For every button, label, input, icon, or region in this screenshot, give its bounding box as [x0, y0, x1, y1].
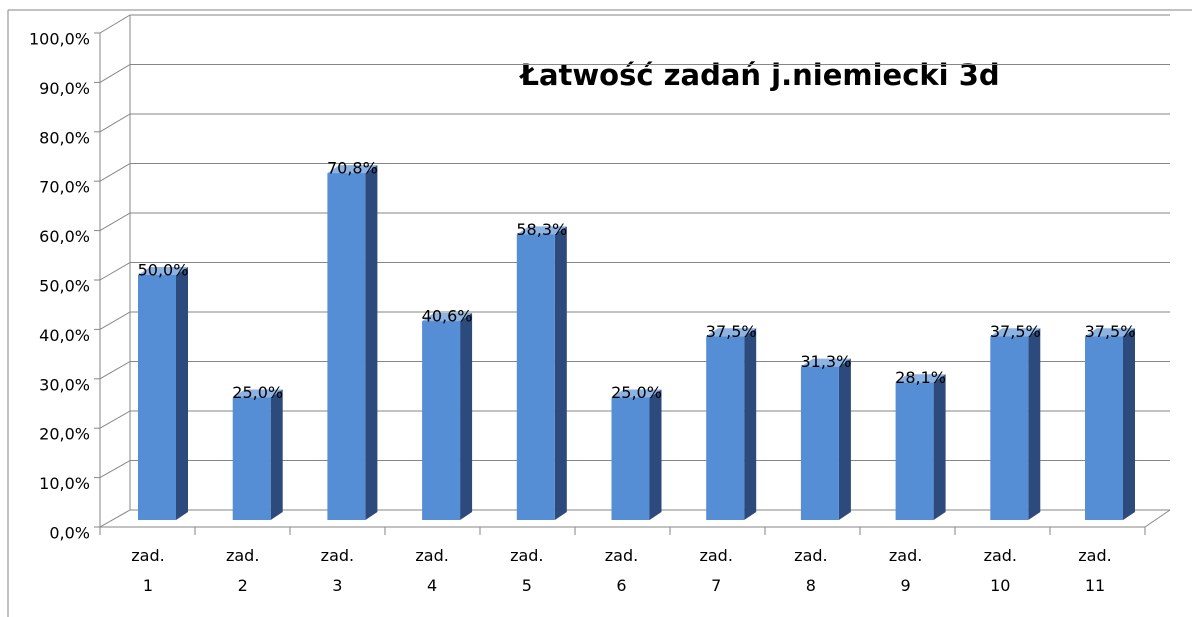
bar [895, 382, 934, 520]
grid-line [99, 460, 131, 479]
x-tick-label: zad. 3 [321, 546, 354, 595]
bar-top [1085, 328, 1135, 337]
bar-top [895, 374, 946, 383]
x-tick-label: zad. 4 [415, 546, 448, 595]
x-tick-label: zad. 10 [984, 546, 1017, 595]
bar [516, 234, 555, 520]
bar-side [1028, 328, 1041, 520]
data-label: 31,3% [800, 352, 851, 371]
bar [327, 173, 366, 520]
bar-side [838, 358, 851, 520]
bar-top [611, 389, 662, 398]
grid-line [99, 361, 131, 380]
data-label: 25,0% [611, 383, 662, 402]
bar-side [933, 374, 946, 520]
grid-line [99, 262, 131, 281]
bar-top [138, 267, 188, 275]
data-label: 70,8% [327, 159, 378, 178]
x-tick-label: zad. 6 [605, 546, 638, 595]
bar-top [422, 313, 473, 322]
grid-line [99, 410, 131, 429]
bar-top [706, 328, 757, 337]
x-tick-label: zad. 8 [794, 546, 827, 595]
data-label: 37,5% [990, 322, 1041, 341]
x-tick-label: zad. 7 [699, 546, 732, 595]
x-tick-label: zad. 2 [226, 546, 259, 595]
grid-line [99, 163, 131, 182]
y-tick-label: 30,0% [39, 375, 90, 394]
y-tick-label: 70,0% [39, 178, 90, 197]
bar [990, 336, 1029, 520]
bar-side [365, 165, 378, 520]
grid-line [99, 212, 131, 232]
data-label: 37,5% [706, 322, 757, 341]
bar-top [232, 389, 283, 398]
y-tick-label: 90,0% [39, 79, 90, 98]
bar-side [176, 267, 188, 520]
bar-top [990, 328, 1041, 337]
grid-line [99, 311, 131, 330]
bar [232, 397, 271, 520]
chart-title: Łatwość zadań j.niemiecki 3d [518, 58, 999, 92]
bar [422, 321, 461, 520]
data-label: 25,0% [232, 383, 283, 402]
bar-side [1123, 328, 1135, 520]
grid-line [99, 14, 131, 34]
bar-top [327, 165, 378, 174]
grid-line [99, 113, 131, 133]
y-tick-label: 20,0% [39, 425, 90, 444]
data-label: 58,3% [516, 220, 567, 239]
axis-line [1144, 509, 1171, 528]
bar [706, 336, 745, 520]
y-tick-label: 60,0% [39, 227, 90, 246]
data-label: 40,6% [422, 307, 473, 326]
bar [611, 397, 650, 520]
data-label: 50,0% [138, 261, 189, 280]
bar-top [800, 358, 851, 367]
y-tick-label: 0,0% [49, 524, 90, 543]
bar [138, 275, 176, 520]
y-tick-label: 50,0% [39, 277, 90, 296]
bar-side [270, 389, 283, 520]
x-tick-label: zad. 1 [131, 546, 164, 595]
y-tick-label: 80,0% [39, 128, 90, 147]
bar-side [744, 328, 757, 520]
bar-side [649, 389, 662, 520]
data-label: 37,5% [1085, 322, 1136, 341]
bar [1085, 336, 1123, 520]
x-tick-label: zad. 9 [889, 546, 922, 595]
y-tick-label: 100,0% [29, 30, 90, 49]
grid-line [99, 64, 131, 83]
grid-line [99, 509, 131, 528]
bar-side [554, 226, 567, 520]
bar [800, 366, 839, 520]
data-label: 28,1% [895, 368, 946, 387]
x-tick-label: zad. 11 [1078, 546, 1111, 595]
bar-side [460, 313, 473, 520]
bar-top [516, 226, 567, 235]
y-tick-label: 40,0% [39, 326, 90, 345]
x-tick-label: zad. 5 [510, 546, 543, 595]
y-tick-label: 10,0% [39, 474, 90, 493]
